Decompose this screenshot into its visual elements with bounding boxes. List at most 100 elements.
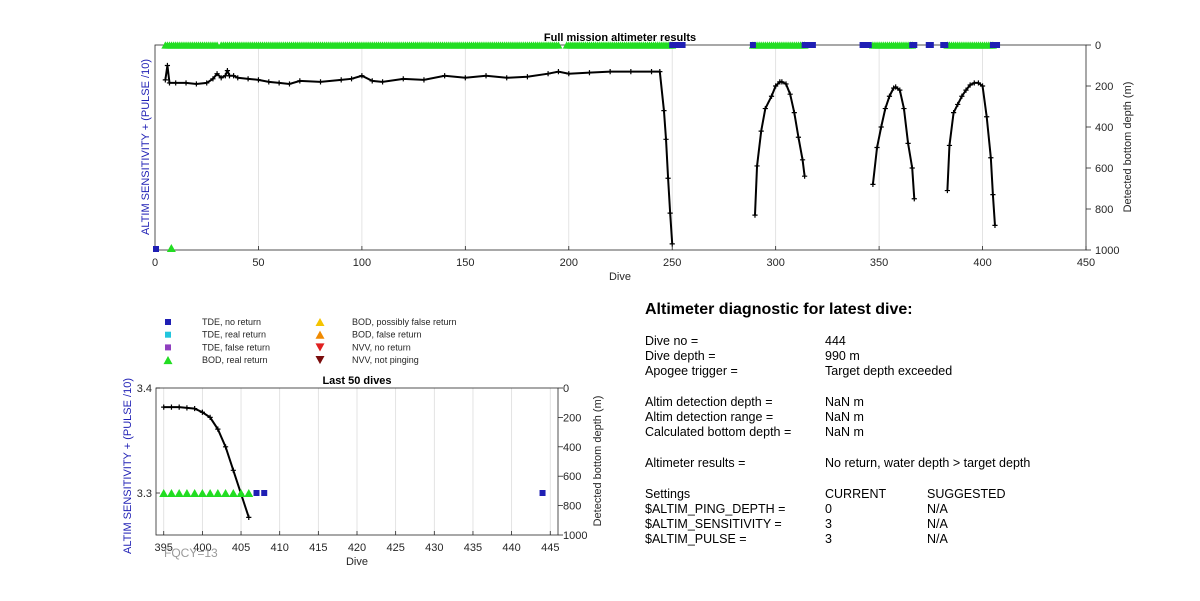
diag-value-apogee-trigger: Target depth exceeded xyxy=(825,364,953,378)
bottom-right-y-tick-label: 800 xyxy=(563,501,581,513)
top-chart-right-ylabel: Detected bottom depth (m) xyxy=(1122,82,1134,213)
depth-point xyxy=(297,78,303,84)
tde-no-return-marker xyxy=(153,246,159,252)
legend-marker xyxy=(163,356,173,365)
depth-point xyxy=(768,93,775,99)
top-chart-x-ticks: 0 50 100 150 200 250 300 350 400 450 xyxy=(152,246,1095,269)
depth-point xyxy=(669,241,675,247)
tde-no-return-marker xyxy=(865,42,872,48)
legend-label: BOD, real return xyxy=(202,355,268,365)
depth-point xyxy=(214,71,220,77)
depth-point xyxy=(799,157,806,163)
depth-point xyxy=(905,140,911,146)
depth-point xyxy=(944,187,950,194)
depth-point xyxy=(874,144,880,151)
legend-marker xyxy=(315,330,325,339)
depth-point xyxy=(162,77,168,83)
top-chart-ylabel: ALTIM SENSITIVITY + (PULSE /10) xyxy=(140,59,152,235)
legend-marker xyxy=(165,319,171,325)
depth-point xyxy=(286,81,293,87)
top-x-tick-label: 300 xyxy=(766,257,784,269)
top-right-y-tick-label: 400 xyxy=(1095,122,1113,134)
depth-point xyxy=(230,467,236,473)
depth-point xyxy=(317,79,324,85)
depth-point xyxy=(762,105,768,112)
bottom-x-tick-label: 405 xyxy=(232,542,250,554)
bottom-x-tick-label: 410 xyxy=(271,542,289,554)
legend-label: TDE, no return xyxy=(202,317,261,327)
depth-point xyxy=(246,514,252,520)
bod-real-return-marker xyxy=(190,488,200,498)
depth-point xyxy=(184,405,190,411)
depth-point xyxy=(483,73,489,79)
diag-label-dive-depth: Dive depth = xyxy=(645,349,716,363)
depth-point xyxy=(878,124,884,130)
depth-point xyxy=(975,80,982,86)
diag-label-apogee-trigger: Apogee trigger = xyxy=(645,364,738,378)
depth-point xyxy=(773,83,779,89)
depth-point xyxy=(369,78,375,84)
depth-point xyxy=(955,101,961,108)
depth-point xyxy=(359,73,365,79)
depth-point xyxy=(984,114,990,120)
depth-point xyxy=(442,73,448,79)
depth-point xyxy=(752,212,758,218)
depth-point xyxy=(779,79,785,85)
legend-label: TDE, false return xyxy=(202,342,270,352)
tde-no-return-marker xyxy=(927,42,934,48)
bottom-x-tick-label: 420 xyxy=(348,542,366,554)
top-x-tick-label: 400 xyxy=(973,257,991,269)
legend-label: BOD, false return xyxy=(352,330,422,340)
bottom-x-tick-label: 415 xyxy=(309,542,327,554)
tde-no-return-marker xyxy=(749,42,756,48)
depth-point xyxy=(207,414,213,420)
diag-value-detection-range: NaN m xyxy=(825,410,864,424)
depth-point xyxy=(545,71,551,77)
top-right-y-tick-label: 800 xyxy=(1095,204,1113,216)
top-right-y-tick-label: 0 xyxy=(1095,40,1101,52)
depth-point xyxy=(911,196,917,202)
depth-point xyxy=(882,105,888,112)
depth-point xyxy=(967,82,973,88)
depth-point xyxy=(161,404,167,410)
top-right-y-tick-label: 600 xyxy=(1095,163,1113,175)
depth-point xyxy=(255,77,262,83)
setting-label-pulse: $ALTIM_PULSE = xyxy=(645,532,747,546)
top-x-tick-label: 450 xyxy=(1077,257,1095,269)
legend-label: NVV, no return xyxy=(352,342,411,352)
depth-point xyxy=(870,181,876,187)
depth-point xyxy=(963,87,969,93)
depth-point xyxy=(992,222,998,228)
legend-label: TDE, real return xyxy=(202,330,266,340)
depth-point xyxy=(946,142,953,149)
setting-current-pulse: 3 xyxy=(825,532,832,546)
depth-line-segment xyxy=(753,80,806,216)
legend-marker xyxy=(315,356,325,365)
bottom-right-y-tick-label: 400 xyxy=(563,442,581,454)
diag-value-bottom-depth: NaN m xyxy=(825,425,864,439)
depth-point xyxy=(164,62,171,69)
top-x-tick-label: 250 xyxy=(663,257,681,269)
depth-point xyxy=(802,173,808,179)
bod-real-return-marker xyxy=(236,488,246,498)
bod-real-return-marker xyxy=(166,488,176,498)
bod-real-return-marker xyxy=(205,488,215,498)
legend-marker xyxy=(315,317,325,327)
depth-point xyxy=(886,93,893,99)
legend-marker xyxy=(165,331,171,338)
tde-no-return-marker xyxy=(253,490,260,496)
depth-point xyxy=(224,68,231,74)
depth-point xyxy=(276,80,282,86)
tde-no-return-marker xyxy=(911,42,918,48)
bottom-x-tick-label: 445 xyxy=(541,542,559,554)
depth-point xyxy=(245,76,251,82)
setting-label-ping-depth: $ALTIM_PING_DEPTH = xyxy=(645,502,786,516)
depth-point xyxy=(348,76,355,82)
depth-point xyxy=(657,69,663,75)
diag-label-altimeter-results: Altimeter results = xyxy=(645,456,746,470)
depth-point xyxy=(901,105,907,112)
depth-line-segment xyxy=(946,81,996,226)
top-chart-axes-box xyxy=(154,44,1087,251)
depth-point xyxy=(166,80,173,86)
depth-point xyxy=(400,76,406,82)
